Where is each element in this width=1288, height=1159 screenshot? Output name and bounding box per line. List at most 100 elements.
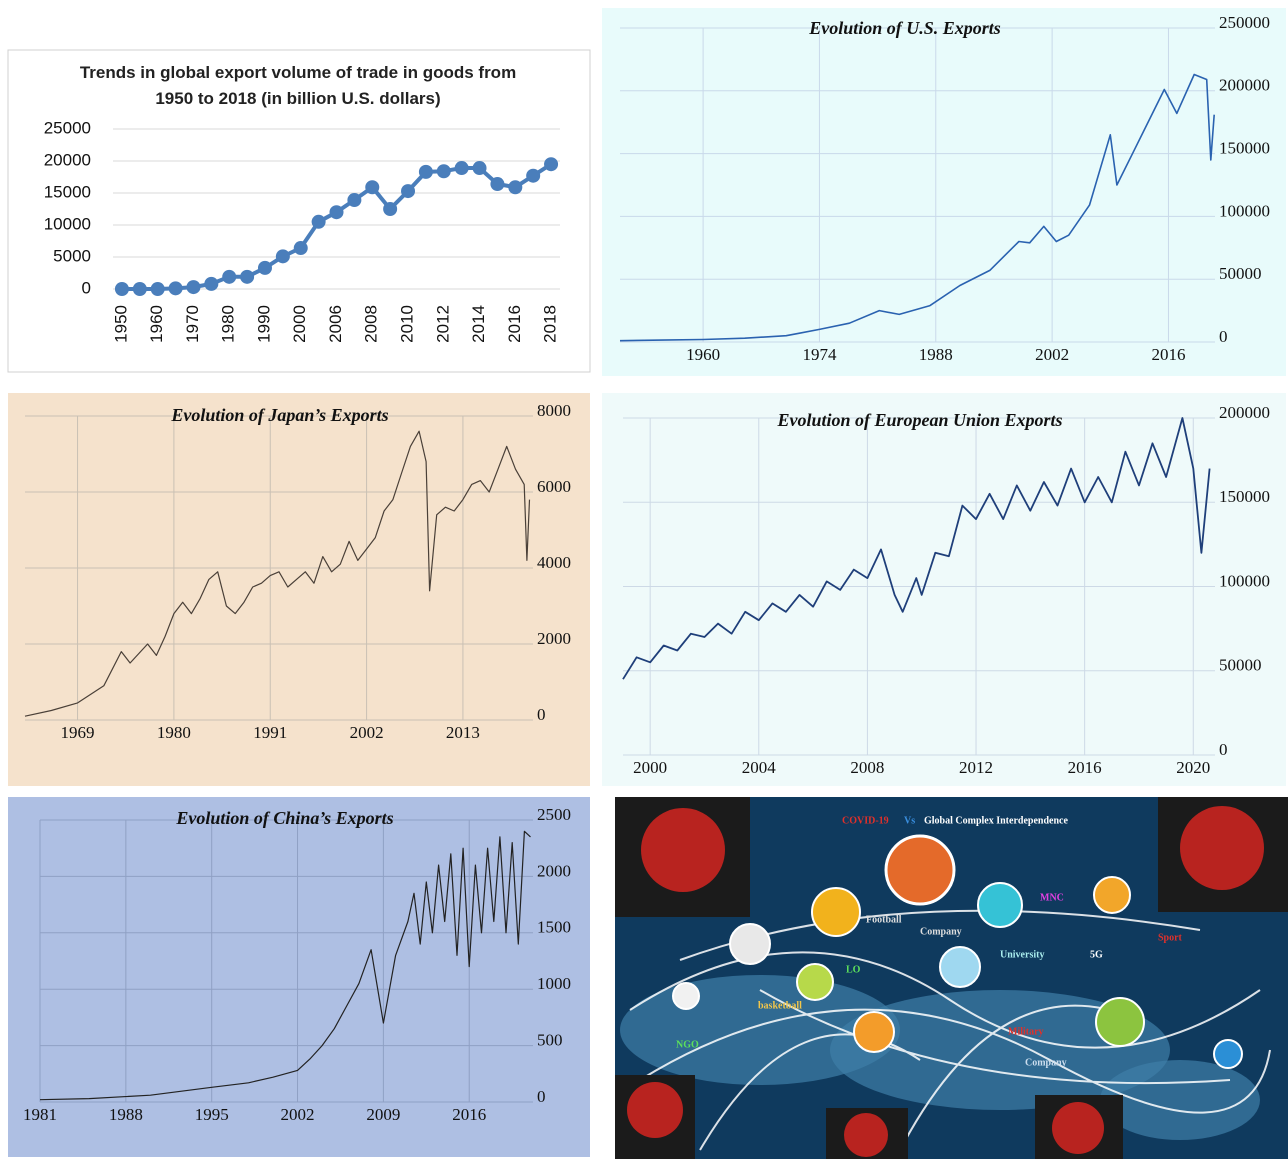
data-point bbox=[365, 180, 380, 195]
x-tick-label: 2002 bbox=[350, 723, 384, 742]
data-point bbox=[257, 260, 272, 275]
avatar bbox=[796, 963, 834, 1001]
illustration-label: basketball bbox=[758, 1000, 802, 1011]
x-tick-label: 2006 bbox=[326, 305, 345, 343]
x-tick-label: 2016 bbox=[452, 1105, 486, 1124]
illustration-label: Company bbox=[920, 926, 962, 937]
illustration-label: Football bbox=[866, 914, 902, 925]
y-tick-label: 1500 bbox=[537, 918, 571, 937]
illustration-label: Military bbox=[1008, 1026, 1044, 1037]
chart-panel: 0 50000 100000 150000 200000 2000 2004 2008 2012… bbox=[602, 393, 1286, 786]
chart-panel: 0 2000 4000 6000 8000 1969 1980 1991 2002 2013 Evo… bbox=[8, 393, 590, 786]
x-tick-label: 2004 bbox=[742, 758, 777, 777]
panel-background bbox=[7, 49, 591, 373]
illustration-title: Global Complex Interdependence bbox=[924, 815, 1068, 826]
illustration-label: NGO bbox=[676, 1039, 699, 1050]
virus bbox=[641, 808, 725, 892]
x-tick-label: 2002 bbox=[281, 1105, 315, 1124]
illustration-label: Sport bbox=[1158, 932, 1183, 943]
y-tick-label: 25000 bbox=[44, 118, 91, 137]
avatar bbox=[853, 1011, 895, 1053]
chart-title-box: Trends in global export volume of trade … bbox=[79, 63, 517, 108]
y-tick-label: 0 bbox=[537, 705, 546, 724]
y-tick-label: 200000 bbox=[1219, 76, 1270, 95]
illustration-label: 5G bbox=[1090, 949, 1103, 960]
avatar bbox=[1095, 997, 1145, 1047]
data-point bbox=[275, 249, 290, 264]
x-tick-label: 1969 bbox=[61, 723, 95, 742]
x-tick-label: 1988 bbox=[109, 1105, 143, 1124]
data-point bbox=[347, 193, 362, 208]
y-tick-label: 1000 bbox=[537, 974, 571, 993]
chart-panel: 0 500 1000 1500 2000 2500 1981 1988 1995 2002 2009… bbox=[8, 797, 590, 1157]
y-tick-label: 15000 bbox=[44, 182, 91, 201]
avatar bbox=[884, 834, 956, 906]
y-tick-label: 200000 bbox=[1219, 403, 1270, 422]
y-tick-label: 500 bbox=[537, 1031, 563, 1050]
x-tick-label: 1980 bbox=[219, 305, 238, 343]
data-line bbox=[24, 430, 531, 717]
data-point bbox=[150, 282, 165, 296]
avatar bbox=[729, 923, 771, 965]
y-tick-label: 8000 bbox=[537, 401, 571, 420]
data-point bbox=[383, 202, 398, 216]
land bbox=[1100, 1060, 1260, 1140]
data-point bbox=[436, 164, 451, 179]
illustration-title: Vs bbox=[904, 815, 915, 826]
x-tick-label: 1950 bbox=[111, 305, 130, 343]
y-tick-label: 2000 bbox=[537, 861, 571, 880]
data-point bbox=[222, 269, 237, 284]
chart-title: Trends in global export volume of trade … bbox=[79, 63, 517, 108]
y-tick-label: 50000 bbox=[1219, 264, 1262, 283]
illustration-title: COVID-19 bbox=[842, 815, 889, 826]
data-point bbox=[132, 282, 147, 296]
x-tick-label: 2000 bbox=[633, 758, 667, 777]
y-tick-label: 150000 bbox=[1219, 139, 1270, 158]
x-tick-label: 1980 bbox=[157, 723, 191, 742]
panel-background bbox=[602, 8, 1286, 376]
y-tick-label: 2500 bbox=[537, 805, 571, 824]
x-tick-label: 1974 bbox=[802, 345, 837, 364]
x-tick-label: 2000 bbox=[290, 305, 309, 343]
chart-title: Evolution of U.S. Exports bbox=[808, 18, 1001, 38]
land bbox=[830, 990, 1170, 1110]
data-line bbox=[619, 73, 1215, 342]
chart-panel: 0 5000 10000 15000 20000 25000 1950 1960 1970 198… bbox=[7, 49, 591, 373]
avatar bbox=[811, 887, 861, 937]
illustration-label: University bbox=[1000, 949, 1044, 960]
y-tick-label: 50000 bbox=[1219, 656, 1262, 675]
data-point bbox=[472, 161, 487, 176]
virus bbox=[627, 1082, 683, 1138]
data-point bbox=[204, 276, 219, 291]
data-line bbox=[622, 417, 1211, 680]
panel-background bbox=[8, 393, 590, 786]
y-tick-label: 2000 bbox=[537, 629, 571, 648]
avatar bbox=[1213, 1039, 1243, 1069]
illustration-label: Company bbox=[1025, 1057, 1067, 1068]
x-tick-label: 2012 bbox=[959, 758, 993, 777]
y-tick-label: 0 bbox=[1219, 327, 1228, 346]
virus bbox=[1180, 806, 1264, 890]
x-tick-label: 2014 bbox=[469, 305, 488, 343]
y-tick-label: 250000 bbox=[1219, 13, 1270, 32]
data-point bbox=[329, 205, 344, 220]
data-point bbox=[418, 164, 433, 179]
x-tick-label: 1970 bbox=[183, 305, 202, 343]
x-tick-label: 1995 bbox=[195, 1105, 229, 1124]
y-tick-label: 100000 bbox=[1219, 201, 1270, 220]
data-point bbox=[401, 184, 416, 199]
illustration-label: LO bbox=[846, 964, 861, 975]
virus bbox=[844, 1113, 888, 1157]
avatar bbox=[672, 982, 700, 1010]
avatar bbox=[977, 882, 1023, 928]
x-tick-label: 2010 bbox=[398, 305, 417, 343]
chart-title: Evolution of European Union Exports bbox=[776, 410, 1062, 430]
network-lines bbox=[629, 909, 1271, 1151]
x-tick-label: 2012 bbox=[433, 305, 452, 343]
y-tick-label: 0 bbox=[1219, 740, 1228, 759]
x-tick-label: 2016 bbox=[1068, 758, 1102, 777]
y-tick-label: 0 bbox=[537, 1087, 546, 1106]
x-tick-label: 2008 bbox=[850, 758, 884, 777]
illustration: COVID-19 Vs Global Complex Interdependen… bbox=[615, 797, 1288, 1159]
